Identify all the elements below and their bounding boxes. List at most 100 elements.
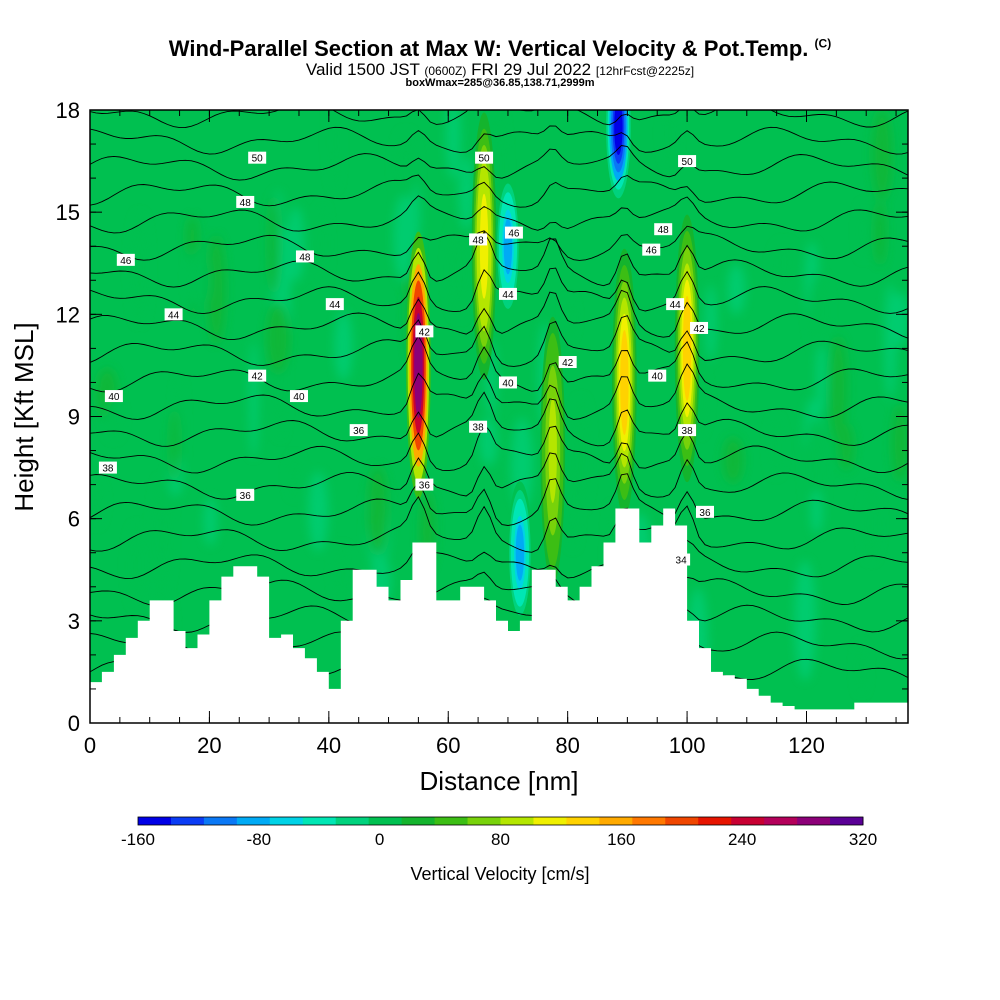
theta-label-box xyxy=(469,420,488,433)
colorbar-tick-label: 240 xyxy=(728,830,756,849)
theta-label-box xyxy=(248,369,267,382)
terrain-mask xyxy=(90,508,908,723)
chart-title-text: Wind-Parallel Section at Max W: Vertical… xyxy=(168,36,809,61)
theta-label-box xyxy=(498,287,517,300)
theta-label: 44 xyxy=(502,290,514,301)
x-tick-label: 40 xyxy=(317,733,341,758)
velocity-texture-patch xyxy=(663,110,677,167)
theta-label: 48 xyxy=(240,198,252,209)
velocity-core xyxy=(548,398,557,504)
colorbar-swatch xyxy=(434,817,469,825)
theta-label: 38 xyxy=(682,426,694,437)
velocity-texture-patch xyxy=(334,310,353,381)
colorbar-swatch xyxy=(302,817,337,825)
theta-label-box xyxy=(504,226,523,239)
velocity-texture-patch xyxy=(772,241,796,284)
theta-label-box xyxy=(648,369,667,382)
y-axis-label: Height [Kft MSL] xyxy=(9,322,39,511)
colorbar-tick-label: -160 xyxy=(121,830,155,849)
theta-label-box xyxy=(236,488,255,501)
theta-label-box xyxy=(164,308,183,321)
theta-label: 44 xyxy=(670,300,682,311)
theta-contour-line xyxy=(90,473,908,526)
velocity-core xyxy=(515,524,525,581)
velocity-texture-patch xyxy=(810,489,823,534)
velocity-texture-patch xyxy=(874,201,887,266)
y-tick-label: 18 xyxy=(56,98,80,123)
theta-label-box xyxy=(415,325,434,338)
colorbar-swatch xyxy=(138,817,172,825)
velocity-texture-patch xyxy=(808,272,829,350)
theta-label: 36 xyxy=(699,508,711,519)
velocity-texture-patch xyxy=(727,263,746,315)
theta-label: 34 xyxy=(676,556,688,567)
y-tick-label: 3 xyxy=(68,609,80,634)
theta-contour-line xyxy=(90,539,908,580)
colorbar-swatch xyxy=(368,817,403,825)
colorbar-swatch xyxy=(566,817,600,825)
velocity-texture-patch xyxy=(367,465,389,555)
velocity-cores xyxy=(406,110,700,625)
theta-label: 38 xyxy=(473,423,485,434)
theta-label-box xyxy=(98,461,117,474)
theta-label-box xyxy=(295,250,314,263)
theta-label: 36 xyxy=(240,491,252,502)
velocity-texture-patch xyxy=(131,212,148,325)
colorbar-swatch xyxy=(830,817,864,825)
theta-label-box xyxy=(469,233,488,246)
theta-label: 48 xyxy=(473,235,485,246)
theta-contour-line xyxy=(90,423,908,474)
colorbar-swatch xyxy=(698,817,732,825)
theta-label: 40 xyxy=(108,392,120,403)
theta-contour-line xyxy=(90,174,908,208)
subtitle-date: FRI 29 Jul 2022 xyxy=(471,60,592,79)
colorbar-tick-label: 320 xyxy=(849,830,877,849)
velocity-texture-patch xyxy=(266,302,290,374)
theta-label: 42 xyxy=(562,358,574,369)
velocity-texture-patch xyxy=(334,545,352,603)
velocity-texture-patch xyxy=(395,131,417,205)
theta-label-box xyxy=(558,356,577,369)
theta-label-box xyxy=(690,321,709,334)
velocity-texture-patch xyxy=(568,473,578,550)
colorbar-swatch xyxy=(764,817,798,825)
theta-label: 38 xyxy=(102,464,114,475)
colorbar-swatch xyxy=(203,817,238,825)
theta-label-box xyxy=(415,478,434,491)
velocity-texture-patch xyxy=(288,455,302,498)
velocity-texture-patch xyxy=(308,471,329,552)
colorbar-swatch xyxy=(401,817,436,825)
colorbar-swatch xyxy=(500,817,534,825)
theta-label: 40 xyxy=(652,372,664,383)
colorbar-frame xyxy=(137,816,864,826)
theta-contour-line xyxy=(90,496,908,553)
theta-label: 42 xyxy=(693,324,705,335)
theta-contour-line xyxy=(90,225,908,261)
theta-contour-line xyxy=(90,452,908,500)
velocity-texture-patch xyxy=(207,234,226,345)
y-tick-label: 0 xyxy=(68,711,80,736)
velocity-texture-patch xyxy=(838,423,854,471)
theta-label: 36 xyxy=(353,426,365,437)
colorbar-swatch xyxy=(269,817,304,825)
velocity-texture-patch xyxy=(128,524,145,607)
velocity-texture-patch xyxy=(90,478,104,527)
colorbar-swatch xyxy=(797,817,831,825)
theta-label-box xyxy=(475,151,494,164)
x-tick-label: 100 xyxy=(669,733,706,758)
velocity-texture-patch xyxy=(105,397,123,440)
y-tick-label: 12 xyxy=(56,302,80,327)
colorbar-tick-label: 80 xyxy=(491,830,510,849)
theta-contour-line xyxy=(90,195,908,234)
theta-label: 42 xyxy=(252,372,264,383)
theta-label-box xyxy=(248,151,267,164)
velocity-texture-patch xyxy=(446,110,461,180)
chart-subsubtitle: boxWmax=285@36.85,138.71,2999m xyxy=(405,77,595,89)
theta-contour-line xyxy=(90,363,908,420)
x-tick-label: 80 xyxy=(555,733,579,758)
theta-label: 36 xyxy=(419,481,431,492)
velocity-texture-patch xyxy=(564,297,575,338)
